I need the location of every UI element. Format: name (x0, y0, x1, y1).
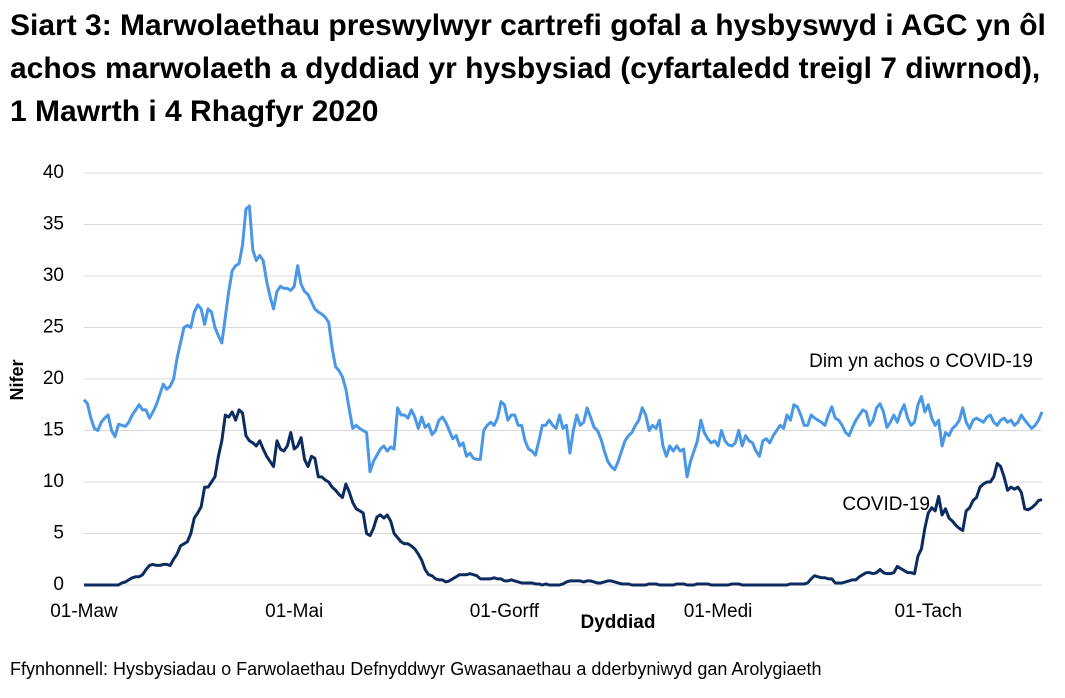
y-tick-label: 10 (43, 471, 64, 492)
x-tick-label: 01-Maw (50, 601, 118, 622)
x-tick-label: 01-Medi (684, 601, 753, 622)
y-tick-label: 25 (43, 317, 64, 338)
series-label: COVID-19 (842, 494, 930, 515)
y-tick-label: 40 (43, 162, 64, 183)
series-label: Dim yn achos o COVID-19 (809, 351, 1033, 372)
x-tick-label: 01-Gorff (470, 601, 540, 622)
y-tick-label: 30 (43, 265, 64, 286)
series-line (84, 408, 1043, 587)
series-line (82, 204, 1044, 479)
x-tick-label: 01-Mai (265, 601, 323, 622)
y-tick-label: 15 (43, 420, 64, 441)
y-tick-label: 5 (53, 523, 64, 544)
y-axis-label: Nifer (7, 359, 27, 400)
chart-title: Siart 3: Marwolaethau preswylwyr cartref… (10, 9, 1046, 128)
y-tick-label: 35 (43, 214, 64, 235)
source: Ffynhonnell: Hysbysiadau o Farwolaethau … (10, 659, 821, 679)
y-tick-label: 0 (53, 574, 64, 595)
x-axis-label: Dyddiad (581, 612, 656, 633)
y-tick-label: 20 (43, 368, 64, 389)
x-tick-label: 01-Tach (894, 601, 962, 622)
